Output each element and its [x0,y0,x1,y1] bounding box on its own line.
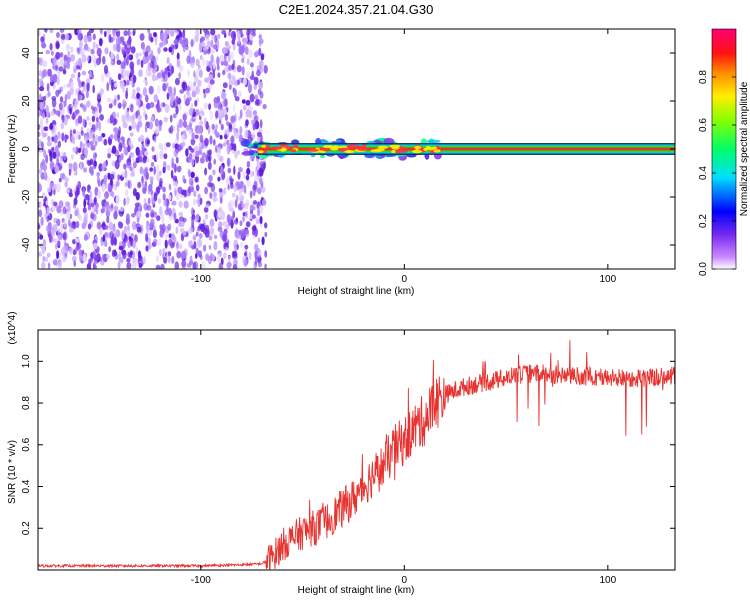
snr-x-axis-label: Height of straight line (km) [298,585,415,596]
noise-region [38,29,268,269]
y-tick-label: 1.0 [21,354,32,368]
x-tick-label: 0 [402,575,408,586]
snr-y-ticks: 0.2 0.4 0.6 0.8 1.0 [21,354,675,535]
x-tick-label: -100 [191,274,211,285]
colorbar-ticks: 0.0 0.2 0.4 0.6 0.8 [698,70,736,276]
spectrogram-y-axis-label: Frequency (Hz) [7,115,18,184]
snr-content [38,340,675,570]
colorbar-tick-label: 0.4 [698,166,709,180]
x-tick-label: -100 [191,575,211,586]
snr-x-ticks: -100 0 100 [191,330,617,586]
spectrogram-y-ticks: -40 -20 0 20 40 [21,47,675,252]
spectrogram-x-axis-label: Height of straight line (km) [298,286,415,297]
y-tick-label: 40 [21,47,32,59]
snr-y-axis-label: SNR (10 * v/v) [7,440,18,504]
y-tick-label: 20 [21,95,32,107]
figure-title: C2E1.2024.357.21.04.G30 [279,2,434,17]
spectrogram-content [38,29,675,269]
colorbar-gradient [711,28,737,270]
x-tick-label: 100 [599,274,616,285]
spectrogram-x-ticks: -100 0 100 [191,29,617,285]
y-tick-label: -40 [21,237,32,252]
carrier-band [240,137,675,161]
spectrogram-panel: -100 0 100 -40 -20 0 20 40 Height of straight … [7,28,676,297]
y-tick-label: 0.2 [21,521,32,535]
snr-y-multiplier: (x10^4) [7,311,18,344]
colorbar: 0.0 0.2 0.4 0.6 0.8 Normalized spectral ampl… [698,28,750,276]
y-tick-label: 0 [21,146,32,152]
snr-panel: -100 0 100 0.2 0.4 0.6 0.8 1.0 (x10^4) Height … [7,311,676,596]
snr-series-line [38,340,675,570]
colorbar-tick-label: 0.6 [698,118,709,132]
y-tick-label: 0.8 [21,396,32,410]
colorbar-label: Normalized spectral amplitude [739,81,750,216]
colorbar-tick-label: 0.8 [698,70,709,84]
y-tick-label: -20 [21,189,32,204]
x-tick-label: 100 [599,575,616,586]
snr-frame [37,329,676,571]
colorbar-tick-label: 0.2 [698,214,709,228]
x-tick-label: 0 [402,274,408,285]
y-tick-label: 0.6 [21,437,32,451]
colorbar-tick-label: 0.0 [698,262,709,276]
y-tick-label: 0.4 [21,479,32,493]
